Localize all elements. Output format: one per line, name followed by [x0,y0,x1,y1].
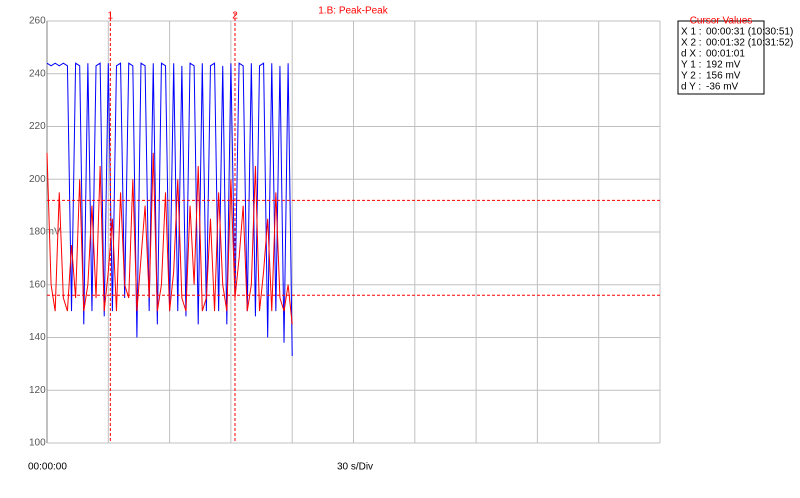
cursor-row-value: 192 mV [706,60,741,71]
x-cursor-label: 2 [232,11,238,22]
y-tick-label: 200 [29,174,46,185]
cursor-row-value: 00:01:32 (10:31:52) [706,38,793,49]
y-tick-label: 160 [29,279,46,290]
cursor-row-label: X 1 : [681,27,702,38]
chart-title: 1.B: Peak-Peak [318,6,388,17]
y-tick-label: 100 [29,438,46,449]
cursor-row-label: d Y : [681,82,701,93]
cursor-row-value: 156 mV [706,71,741,82]
cursor-box-title: Cursor Values [690,16,753,27]
cursor-row-value: -36 mV [706,82,739,93]
x-div-label: 30 s/Div [337,462,373,473]
cursor-row-value: 00:00:31 (10:30:51) [706,27,793,38]
cursor-row-label: Y 1 : [681,60,701,71]
x-start-label: 00:00:00 [28,462,67,473]
x-cursor-label: 1 [108,11,114,22]
y-tick-label: 180mV [29,227,61,238]
y-tick-label: 220 [29,121,46,132]
cursor-box [677,20,765,95]
cursor-row-value: 00:01:01 [706,49,745,60]
y-tick-label: 240 [29,68,46,79]
y-tick-label: 140 [29,332,46,343]
cursor-row-label: d X : [681,49,702,60]
y-tick-label: 260 [29,16,46,27]
cursor-row-label: Y 2 : [681,71,701,82]
cursor-row-label: X 2 : [681,38,702,49]
y-tick-label: 120 [29,385,46,396]
series-line [46,152,293,325]
